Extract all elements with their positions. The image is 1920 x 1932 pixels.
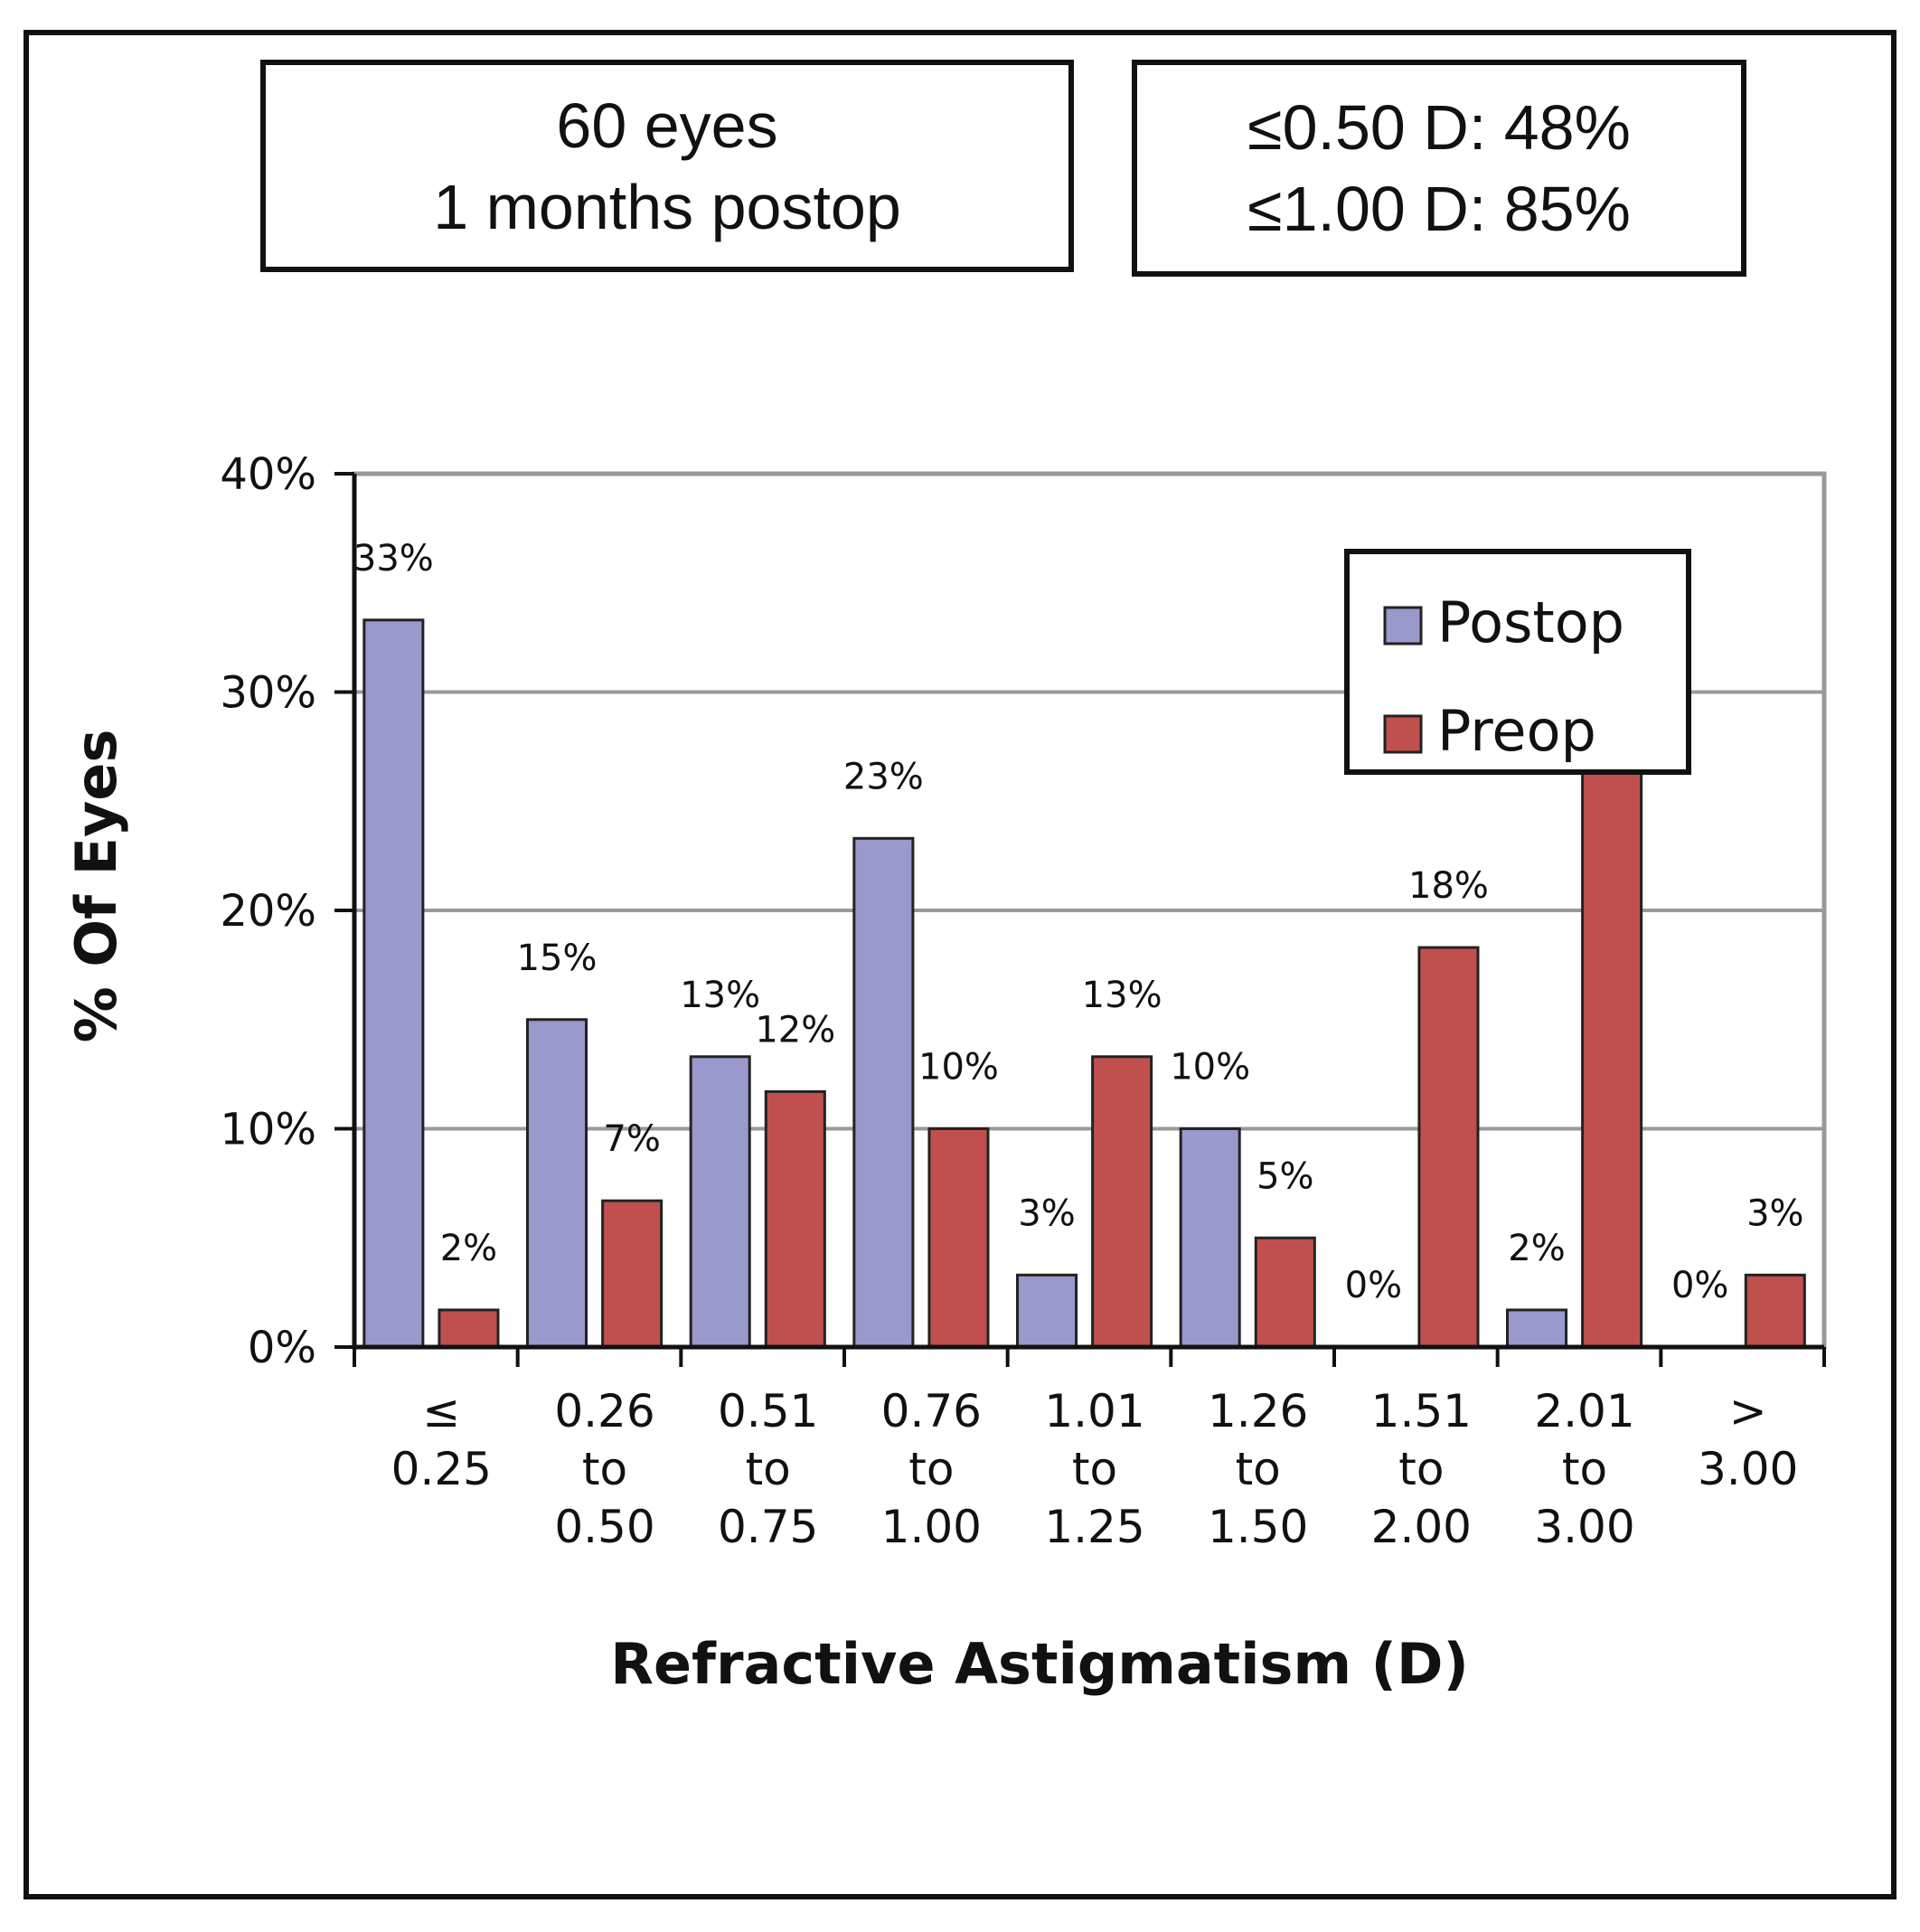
x-category-label: 1.51 to 2.00: [1371, 1385, 1472, 1553]
bar-preop-6: [1417, 946, 1480, 1349]
x-category-line: to: [908, 1443, 954, 1495]
x-category-line: 0.76: [881, 1385, 982, 1437]
bar-preop-0: [438, 1308, 500, 1349]
y-tick-label: 0%: [248, 1323, 316, 1373]
x-category-line: ≤: [422, 1385, 460, 1437]
y-tick-label: 30%: [220, 668, 316, 719]
x-category-line: 0.26: [554, 1385, 654, 1437]
axes: 0%10%20%30%40%≤ 0.250.26 to 0.500.51 to 0.750…: [220, 449, 1826, 1553]
x-category-line: 1.25: [1044, 1501, 1144, 1553]
bar-preop-4: [1091, 1055, 1153, 1349]
data-label-preop-3: 10%: [918, 1047, 999, 1089]
x-category-line: 0.25: [391, 1443, 492, 1495]
x-category-line: to: [582, 1443, 627, 1495]
data-label-preop-1: 7%: [603, 1118, 660, 1160]
info-pct-050: ≤0.50 D: 48%: [1247, 92, 1631, 163]
bar-preop-8: [1744, 1273, 1806, 1349]
data-label-postop-2: 13%: [680, 975, 760, 1016]
x-category-label: 1.01 to 1.25: [1044, 1385, 1144, 1553]
x-category-line: 0.51: [718, 1385, 818, 1437]
legend-label-preop: Preop: [1437, 698, 1596, 764]
x-category-line: 0.50: [554, 1501, 654, 1553]
bar-preop-3: [927, 1127, 990, 1349]
data-label-postop-7: 2%: [1508, 1228, 1565, 1269]
info-box-eyes: 60 eyes 1 months postop: [260, 60, 1074, 272]
x-category-line: 1.26: [1208, 1385, 1308, 1437]
x-category-label: ≤0.25: [391, 1385, 492, 1495]
x-category-line: to: [1562, 1443, 1607, 1495]
y-tick-label: 20%: [220, 886, 316, 937]
data-label-postop-8: 0%: [1671, 1265, 1728, 1306]
x-category-line: 3.00: [1534, 1501, 1634, 1553]
legend: Postop Preop: [1344, 549, 1691, 775]
x-category-line: 1.00: [881, 1501, 982, 1553]
legend-swatch-postop: [1383, 606, 1423, 646]
data-label-postop-6: 0%: [1345, 1265, 1402, 1306]
x-category-label: >3.00: [1698, 1385, 1798, 1495]
y-tick-label: 10%: [220, 1105, 316, 1155]
data-labels: 33%15%13%23%3%10%0%2%0%2%7%12%10%13%5%18…: [353, 538, 1804, 1306]
x-category-line: 1.01: [1044, 1385, 1144, 1437]
x-category-line: to: [746, 1443, 791, 1495]
x-category-line: to: [1236, 1443, 1281, 1495]
data-label-postop-5: 10%: [1170, 1047, 1250, 1089]
data-label-preop-4: 13%: [1082, 975, 1162, 1016]
x-category-label: 0.76 to 1.00: [881, 1385, 982, 1553]
x-category-line: 3.00: [1698, 1443, 1798, 1495]
bar-preop-1: [601, 1199, 664, 1349]
x-category-line: 0.75: [718, 1501, 818, 1553]
x-category-label: 2.01 to 3.00: [1534, 1385, 1634, 1553]
info-pct-100: ≤1.00 D: 85%: [1247, 174, 1631, 244]
y-axis-title: % Of Eyes: [63, 730, 129, 1043]
info-postop-period: 1 months postop: [433, 171, 901, 242]
info-eyes-count: 60 eyes: [556, 90, 778, 161]
x-category-line: >: [1729, 1385, 1767, 1437]
data-label-postop-0: 33%: [353, 538, 434, 580]
bar-postop-7: [1506, 1308, 1568, 1349]
data-label-preop-0: 2%: [440, 1228, 497, 1269]
data-label-postop-4: 3%: [1018, 1192, 1075, 1234]
data-label-preop-5: 5%: [1256, 1155, 1313, 1197]
x-category-line: 1.50: [1208, 1501, 1308, 1553]
bar-postop-1: [526, 1018, 588, 1349]
info-box-percentages: ≤0.50 D: 48% ≤1.00 D: 85%: [1132, 60, 1746, 277]
bar-postop-3: [852, 836, 915, 1349]
bar-postop-4: [1016, 1273, 1078, 1349]
data-label-preop-2: 12%: [755, 1009, 835, 1051]
bar-postop-2: [689, 1055, 751, 1349]
data-label-preop-6: 18%: [1408, 865, 1489, 907]
x-category-line: to: [1072, 1443, 1117, 1495]
bar-preop-5: [1254, 1236, 1316, 1349]
x-category-line: 1.51: [1371, 1385, 1472, 1437]
x-axis-title: Refractive Astigmatism (D): [610, 1631, 1469, 1697]
x-category-label: 0.26 to 0.50: [554, 1385, 654, 1553]
data-label-postop-3: 23%: [843, 756, 924, 797]
bars: [362, 618, 1806, 1349]
bar-postop-0: [362, 618, 425, 1349]
bar-preop-2: [764, 1089, 826, 1349]
bar-preop-7: [1581, 762, 1643, 1349]
data-label-preop-8: 3%: [1746, 1192, 1803, 1234]
y-tick-label: 40%: [220, 449, 316, 500]
x-category-line: 2.01: [1534, 1385, 1634, 1437]
bar-postop-5: [1179, 1127, 1241, 1349]
legend-box: [1344, 549, 1691, 775]
x-category-label: 1.26 to 1.50: [1208, 1385, 1308, 1553]
legend-swatch-preop: [1383, 714, 1423, 754]
x-category-label: 0.51 to 0.75: [718, 1385, 818, 1553]
legend-label-postop: Postop: [1437, 589, 1624, 655]
x-category-line: to: [1398, 1443, 1444, 1495]
x-category-line: 2.00: [1371, 1501, 1472, 1553]
data-label-postop-1: 15%: [517, 938, 598, 979]
